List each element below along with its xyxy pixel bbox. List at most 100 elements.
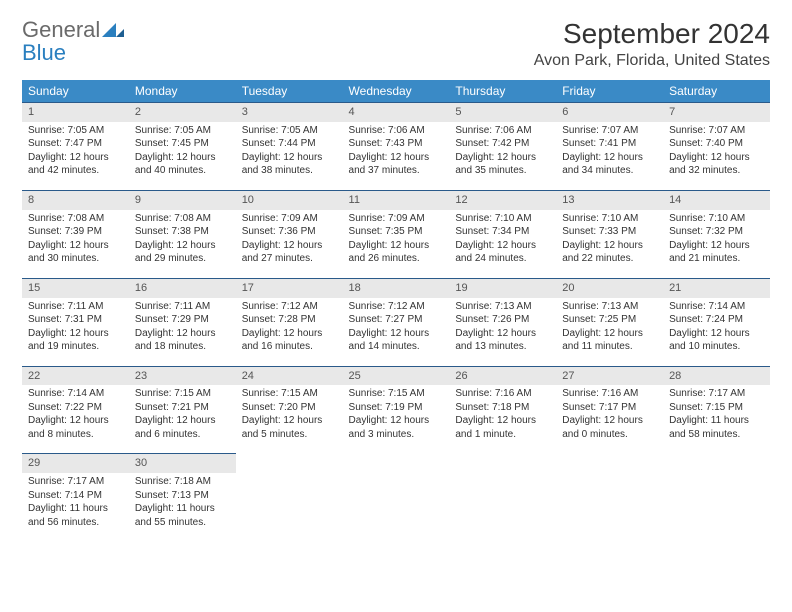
day-body: Sunrise: 7:17 AMSunset: 7:14 PMDaylight:… — [22, 473, 129, 537]
calendar-week-row: 29Sunrise: 7:17 AMSunset: 7:14 PMDayligh… — [22, 453, 770, 537]
day-body: Sunrise: 7:16 AMSunset: 7:18 PMDaylight:… — [449, 385, 556, 449]
day-number: 21 — [663, 278, 770, 298]
day-body: Sunrise: 7:05 AMSunset: 7:44 PMDaylight:… — [236, 122, 343, 186]
daylight-line: Daylight: 12 hours and 29 minutes. — [135, 239, 230, 266]
day-body: Sunrise: 7:16 AMSunset: 7:17 PMDaylight:… — [556, 385, 663, 449]
daylight-line: Daylight: 12 hours and 6 minutes. — [135, 414, 230, 441]
logo: General Blue — [22, 18, 124, 64]
calendar-week-row: 1Sunrise: 7:05 AMSunset: 7:47 PMDaylight… — [22, 102, 770, 186]
sunset-line: Sunset: 7:29 PM — [135, 313, 230, 327]
day-number: 17 — [236, 278, 343, 298]
sunrise-line: Sunrise: 7:09 AM — [349, 212, 444, 226]
sunrise-line: Sunrise: 7:10 AM — [562, 212, 657, 226]
day-number: 27 — [556, 366, 663, 386]
calendar-table: SundayMondayTuesdayWednesdayThursdayFrid… — [22, 80, 770, 537]
day-number: 12 — [449, 190, 556, 210]
page-subtitle: Avon Park, Florida, United States — [534, 52, 770, 70]
day-body: Sunrise: 7:08 AMSunset: 7:39 PMDaylight:… — [22, 210, 129, 274]
daylight-line: Daylight: 12 hours and 19 minutes. — [28, 327, 123, 354]
daylight-line: Daylight: 12 hours and 0 minutes. — [562, 414, 657, 441]
day-body: Sunrise: 7:06 AMSunset: 7:43 PMDaylight:… — [343, 122, 450, 186]
calendar-cell: 12Sunrise: 7:10 AMSunset: 7:34 PMDayligh… — [449, 190, 556, 274]
calendar-cell: 20Sunrise: 7:13 AMSunset: 7:25 PMDayligh… — [556, 278, 663, 362]
header: General Blue September 2024 Avon Park, F… — [22, 18, 770, 70]
weekday-header: Friday — [556, 80, 663, 102]
sunset-line: Sunset: 7:19 PM — [349, 401, 444, 415]
sunset-line: Sunset: 7:25 PM — [562, 313, 657, 327]
sunrise-line: Sunrise: 7:07 AM — [562, 124, 657, 138]
calendar-cell: 28Sunrise: 7:17 AMSunset: 7:15 PMDayligh… — [663, 366, 770, 450]
calendar-cell: 5Sunrise: 7:06 AMSunset: 7:42 PMDaylight… — [449, 102, 556, 186]
day-body: Sunrise: 7:14 AMSunset: 7:24 PMDaylight:… — [663, 298, 770, 362]
day-body: Sunrise: 7:13 AMSunset: 7:25 PMDaylight:… — [556, 298, 663, 362]
calendar-cell: 7Sunrise: 7:07 AMSunset: 7:40 PMDaylight… — [663, 102, 770, 186]
day-number: 30 — [129, 453, 236, 473]
calendar-cell: 14Sunrise: 7:10 AMSunset: 7:32 PMDayligh… — [663, 190, 770, 274]
daylight-line: Daylight: 12 hours and 21 minutes. — [669, 239, 764, 266]
day-body: Sunrise: 7:07 AMSunset: 7:40 PMDaylight:… — [663, 122, 770, 186]
sunset-line: Sunset: 7:38 PM — [135, 225, 230, 239]
daylight-line: Daylight: 12 hours and 14 minutes. — [349, 327, 444, 354]
logo-line2: Blue — [22, 41, 124, 64]
calendar-week-row: 8Sunrise: 7:08 AMSunset: 7:39 PMDaylight… — [22, 190, 770, 274]
day-body: Sunrise: 7:05 AMSunset: 7:45 PMDaylight:… — [129, 122, 236, 186]
day-body: Sunrise: 7:15 AMSunset: 7:20 PMDaylight:… — [236, 385, 343, 449]
calendar-cell: 25Sunrise: 7:15 AMSunset: 7:19 PMDayligh… — [343, 366, 450, 450]
sunrise-line: Sunrise: 7:16 AM — [455, 387, 550, 401]
sunset-line: Sunset: 7:18 PM — [455, 401, 550, 415]
sunset-line: Sunset: 7:43 PM — [349, 137, 444, 151]
day-body: Sunrise: 7:14 AMSunset: 7:22 PMDaylight:… — [22, 385, 129, 449]
daylight-line: Daylight: 12 hours and 18 minutes. — [135, 327, 230, 354]
daylight-line: Daylight: 12 hours and 24 minutes. — [455, 239, 550, 266]
daylight-line: Daylight: 12 hours and 26 minutes. — [349, 239, 444, 266]
calendar-cell: 13Sunrise: 7:10 AMSunset: 7:33 PMDayligh… — [556, 190, 663, 274]
calendar-cell: 29Sunrise: 7:17 AMSunset: 7:14 PMDayligh… — [22, 453, 129, 537]
sunset-line: Sunset: 7:34 PM — [455, 225, 550, 239]
day-body: Sunrise: 7:15 AMSunset: 7:21 PMDaylight:… — [129, 385, 236, 449]
day-body: Sunrise: 7:07 AMSunset: 7:41 PMDaylight:… — [556, 122, 663, 186]
day-number: 19 — [449, 278, 556, 298]
day-body: Sunrise: 7:05 AMSunset: 7:47 PMDaylight:… — [22, 122, 129, 186]
sunset-line: Sunset: 7:21 PM — [135, 401, 230, 415]
daylight-line: Daylight: 12 hours and 16 minutes. — [242, 327, 337, 354]
day-body: Sunrise: 7:18 AMSunset: 7:13 PMDaylight:… — [129, 473, 236, 537]
day-body: Sunrise: 7:13 AMSunset: 7:26 PMDaylight:… — [449, 298, 556, 362]
day-body: Sunrise: 7:11 AMSunset: 7:31 PMDaylight:… — [22, 298, 129, 362]
day-number: 9 — [129, 190, 236, 210]
sunrise-line: Sunrise: 7:08 AM — [28, 212, 123, 226]
day-number: 7 — [663, 102, 770, 122]
daylight-line: Daylight: 12 hours and 40 minutes. — [135, 151, 230, 178]
sunset-line: Sunset: 7:17 PM — [562, 401, 657, 415]
weekday-header: Sunday — [22, 80, 129, 102]
sunrise-line: Sunrise: 7:05 AM — [135, 124, 230, 138]
calendar-cell: 17Sunrise: 7:12 AMSunset: 7:28 PMDayligh… — [236, 278, 343, 362]
daylight-line: Daylight: 12 hours and 5 minutes. — [242, 414, 337, 441]
sunrise-line: Sunrise: 7:18 AM — [135, 475, 230, 489]
day-body: Sunrise: 7:10 AMSunset: 7:33 PMDaylight:… — [556, 210, 663, 274]
calendar-cell: 23Sunrise: 7:15 AMSunset: 7:21 PMDayligh… — [129, 366, 236, 450]
daylight-line: Daylight: 12 hours and 35 minutes. — [455, 151, 550, 178]
day-body: Sunrise: 7:11 AMSunset: 7:29 PMDaylight:… — [129, 298, 236, 362]
calendar-cell: 27Sunrise: 7:16 AMSunset: 7:17 PMDayligh… — [556, 366, 663, 450]
day-number: 5 — [449, 102, 556, 122]
logo-icon — [102, 18, 124, 41]
daylight-line: Daylight: 12 hours and 11 minutes. — [562, 327, 657, 354]
calendar-cell: 16Sunrise: 7:11 AMSunset: 7:29 PMDayligh… — [129, 278, 236, 362]
day-body: Sunrise: 7:15 AMSunset: 7:19 PMDaylight:… — [343, 385, 450, 449]
logo-line1: General — [22, 18, 100, 41]
sunrise-line: Sunrise: 7:05 AM — [242, 124, 337, 138]
day-number: 3 — [236, 102, 343, 122]
day-number: 4 — [343, 102, 450, 122]
day-body: Sunrise: 7:09 AMSunset: 7:35 PMDaylight:… — [343, 210, 450, 274]
sunset-line: Sunset: 7:33 PM — [562, 225, 657, 239]
sunrise-line: Sunrise: 7:17 AM — [669, 387, 764, 401]
calendar-cell: 2Sunrise: 7:05 AMSunset: 7:45 PMDaylight… — [129, 102, 236, 186]
sunset-line: Sunset: 7:32 PM — [669, 225, 764, 239]
sunset-line: Sunset: 7:22 PM — [28, 401, 123, 415]
day-number: 24 — [236, 366, 343, 386]
sunrise-line: Sunrise: 7:10 AM — [669, 212, 764, 226]
calendar-cell: 6Sunrise: 7:07 AMSunset: 7:41 PMDaylight… — [556, 102, 663, 186]
calendar-cell: 10Sunrise: 7:09 AMSunset: 7:36 PMDayligh… — [236, 190, 343, 274]
sunrise-line: Sunrise: 7:12 AM — [349, 300, 444, 314]
calendar-cell: 9Sunrise: 7:08 AMSunset: 7:38 PMDaylight… — [129, 190, 236, 274]
